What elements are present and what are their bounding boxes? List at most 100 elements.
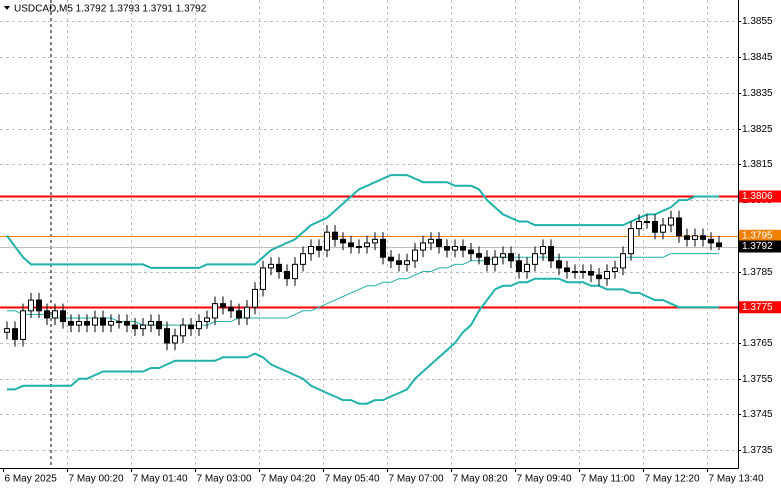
candle-body — [260, 267, 266, 290]
band-line — [7, 277, 719, 405]
candle-body — [196, 321, 202, 330]
candle-body — [716, 242, 722, 248]
candle-body — [300, 253, 306, 265]
candle-body — [252, 288, 258, 308]
axes: 1.38551.38451.38351.38251.38151.38051.37… — [3, 16, 781, 485]
candle-body — [636, 220, 642, 230]
level-label: 1.3775 — [742, 302, 773, 313]
candle-body — [484, 256, 490, 265]
candle-body — [580, 271, 586, 274]
candle-body — [556, 260, 562, 269]
candle-body — [516, 260, 522, 273]
title-marker — [4, 6, 10, 10]
levels — [0, 195, 738, 309]
level-label: 1.3795 — [742, 230, 773, 241]
level-label-box — [739, 190, 781, 203]
candle-body — [628, 228, 634, 255]
y-tick-label: 1.3855 — [742, 16, 773, 27]
candle-body — [356, 246, 362, 249]
candle-body — [292, 263, 298, 280]
candle-body — [620, 253, 626, 269]
candle-body — [668, 217, 674, 226]
x-tick-label: 6 May 2025 — [5, 474, 58, 485]
candle-body — [340, 238, 346, 244]
candle-body — [372, 238, 378, 244]
candle-body — [468, 249, 474, 255]
candle-body — [164, 328, 170, 344]
grid — [0, 0, 738, 468]
candles — [4, 210, 722, 351]
level-label: 1.3806 — [742, 191, 773, 202]
candle-body — [380, 238, 386, 258]
candle-body — [676, 217, 682, 237]
x-tick-label: 7 May 05:40 — [325, 474, 380, 485]
candle-body — [572, 271, 578, 274]
candle-body — [12, 328, 18, 340]
candle-body — [308, 246, 314, 255]
candle-body — [36, 299, 42, 312]
candle-body — [124, 321, 130, 326]
candle-body — [92, 317, 98, 326]
candle-body — [228, 306, 234, 312]
candle-body — [28, 299, 34, 312]
candle-body — [188, 324, 194, 330]
candle-body — [284, 271, 290, 280]
candle-body — [396, 260, 402, 265]
x-tick-label: 7 May 07:00 — [389, 474, 444, 485]
candle-body — [132, 324, 138, 330]
y-tick-label: 1.3785 — [742, 267, 773, 278]
candle-body — [236, 310, 242, 319]
candle-body — [452, 246, 458, 251]
x-tick-label: 7 May 09:40 — [517, 474, 572, 485]
candle-body — [60, 310, 66, 323]
candle-body — [404, 260, 410, 265]
candle-body — [532, 253, 538, 265]
candle-body — [492, 256, 498, 265]
candle-body — [156, 321, 162, 330]
x-tick-label: 7 May 13:40 — [709, 474, 764, 485]
level-label-box — [739, 229, 781, 242]
candle-body — [612, 267, 618, 273]
x-tick-label: 7 May 01:40 — [133, 474, 188, 485]
level-label-box — [739, 301, 781, 314]
candle-body — [692, 235, 698, 240]
x-tick-label: 7 May 11:00 — [581, 474, 636, 485]
candle-body — [100, 317, 106, 326]
candle-body — [388, 256, 394, 262]
y-tick-label: 1.3745 — [742, 409, 773, 420]
candle-body — [644, 220, 650, 223]
candle-body — [148, 321, 154, 326]
candle-body — [4, 328, 10, 333]
y-tick-label: 1.3835 — [742, 88, 773, 99]
y-tick-label: 1.3755 — [742, 374, 773, 385]
candle-body — [444, 246, 450, 251]
candle-body — [428, 238, 434, 244]
y-tick-label: 1.3825 — [742, 124, 773, 135]
level-label-box — [739, 240, 781, 253]
candle-body — [500, 253, 506, 258]
x-tick-label: 7 May 12:20 — [645, 474, 700, 485]
candle-body — [660, 224, 666, 233]
candle-body — [324, 231, 330, 251]
candle-body — [420, 242, 426, 251]
candle-body — [116, 321, 122, 324]
x-tick-label: 7 May 08:20 — [453, 474, 508, 485]
candle-body — [508, 253, 514, 262]
candle-body — [20, 310, 26, 340]
x-tick-label: 7 May 03:00 — [197, 474, 252, 485]
candle-body — [52, 310, 58, 319]
candle-body — [108, 321, 114, 326]
candle-body — [652, 220, 658, 233]
x-tick-label: 7 May 00:20 — [69, 474, 124, 485]
candle-body — [700, 235, 706, 240]
candle-body — [276, 263, 282, 273]
candle-body — [708, 238, 714, 244]
candle-body — [68, 321, 74, 326]
y-tick-label: 1.3845 — [742, 52, 773, 63]
candle-body — [220, 303, 226, 308]
candle-body — [140, 324, 146, 330]
candle-body — [316, 246, 322, 251]
candle-body — [348, 242, 354, 248]
y-tick-label: 1.3815 — [742, 159, 773, 170]
